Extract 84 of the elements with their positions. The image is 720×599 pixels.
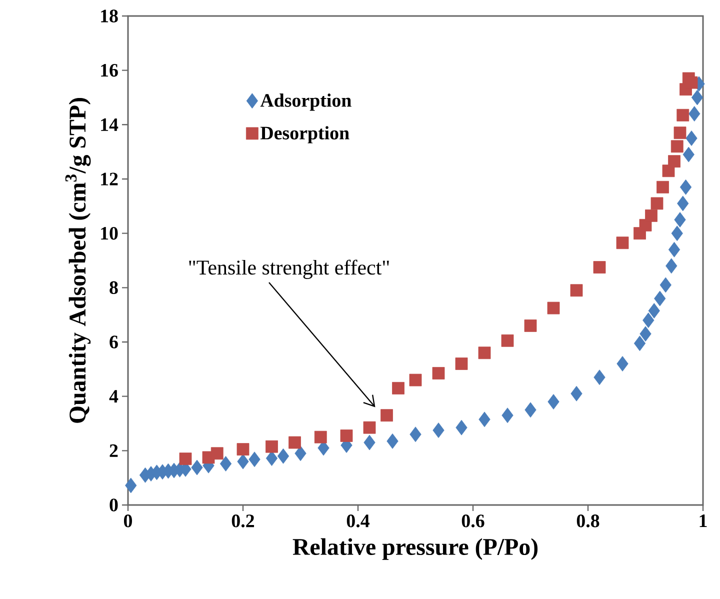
point [456, 420, 468, 436]
x-tick-label: 0.8 [576, 514, 600, 528]
point [671, 226, 683, 242]
point [455, 358, 468, 370]
point [594, 370, 606, 386]
point [501, 334, 514, 347]
point [432, 422, 444, 438]
y-tick-label: 4 [109, 390, 118, 403]
y-tick-label: 10 [101, 226, 118, 240]
point [654, 290, 666, 306]
point [645, 209, 658, 222]
point [616, 236, 629, 250]
point [237, 454, 249, 470]
point [236, 443, 250, 456]
point [656, 180, 669, 194]
point [363, 421, 376, 434]
point [314, 430, 327, 444]
annotation: "Tensile strenght effect" [189, 260, 389, 279]
point [680, 179, 692, 195]
point [666, 258, 678, 274]
point [691, 90, 704, 106]
point [570, 386, 582, 402]
point [502, 408, 514, 424]
point [642, 312, 654, 328]
point [248, 452, 260, 468]
point [179, 452, 192, 466]
point [547, 302, 560, 314]
point [640, 326, 652, 342]
y-tick-label: 8 [110, 281, 118, 294]
point [294, 446, 306, 462]
point [364, 434, 376, 450]
point [392, 382, 404, 394]
point [648, 303, 660, 318]
x-tick-label: 0.2 [232, 514, 254, 528]
x-tick-label: 1 [700, 514, 707, 528]
point [478, 412, 490, 428]
point [340, 430, 353, 442]
point [616, 356, 628, 372]
point [686, 130, 698, 146]
y-tick-label: 0 [110, 498, 118, 512]
y-tick-label: 12 [101, 172, 118, 186]
point [674, 212, 686, 228]
point [410, 426, 422, 442]
point [191, 460, 203, 476]
point [524, 320, 537, 332]
x-tick-label: 0.6 [462, 514, 484, 528]
point [288, 436, 301, 449]
point [674, 126, 686, 140]
point [220, 456, 232, 472]
point [634, 336, 646, 352]
point [593, 261, 606, 274]
legend-label: Desorption [260, 126, 350, 144]
point [660, 277, 672, 293]
y-tick-label: 16 [101, 64, 118, 77]
point [386, 433, 398, 449]
point [380, 409, 393, 422]
point [266, 440, 278, 453]
point [210, 447, 224, 460]
y-axis-title: Quantity Adsorbed (cm$^{3}$/g STP) [65, 98, 91, 423]
point [570, 284, 583, 297]
legend-label: Adsorption [260, 94, 352, 111]
point [409, 374, 422, 386]
point [688, 106, 700, 122]
point [266, 450, 278, 466]
point [277, 448, 290, 464]
y-tick-label: 2 [110, 444, 118, 457]
point [432, 367, 445, 380]
point [668, 155, 680, 168]
x-tick-label: 0.4 [346, 514, 370, 528]
point [677, 196, 689, 212]
point [668, 242, 680, 258]
point [650, 197, 664, 210]
point [682, 146, 694, 162]
x-tick-label: 0 [124, 514, 132, 528]
point [548, 394, 560, 410]
point [524, 402, 536, 418]
x-axis-title: Relative pressure (P/Po) [292, 538, 538, 560]
point [670, 140, 684, 153]
point [478, 346, 491, 360]
y-tick-label: 14 [101, 118, 118, 131]
y-tick-label: 18 [101, 10, 118, 22]
point [125, 478, 137, 494]
point [676, 108, 690, 122]
y-tick-label: 6 [110, 336, 118, 348]
